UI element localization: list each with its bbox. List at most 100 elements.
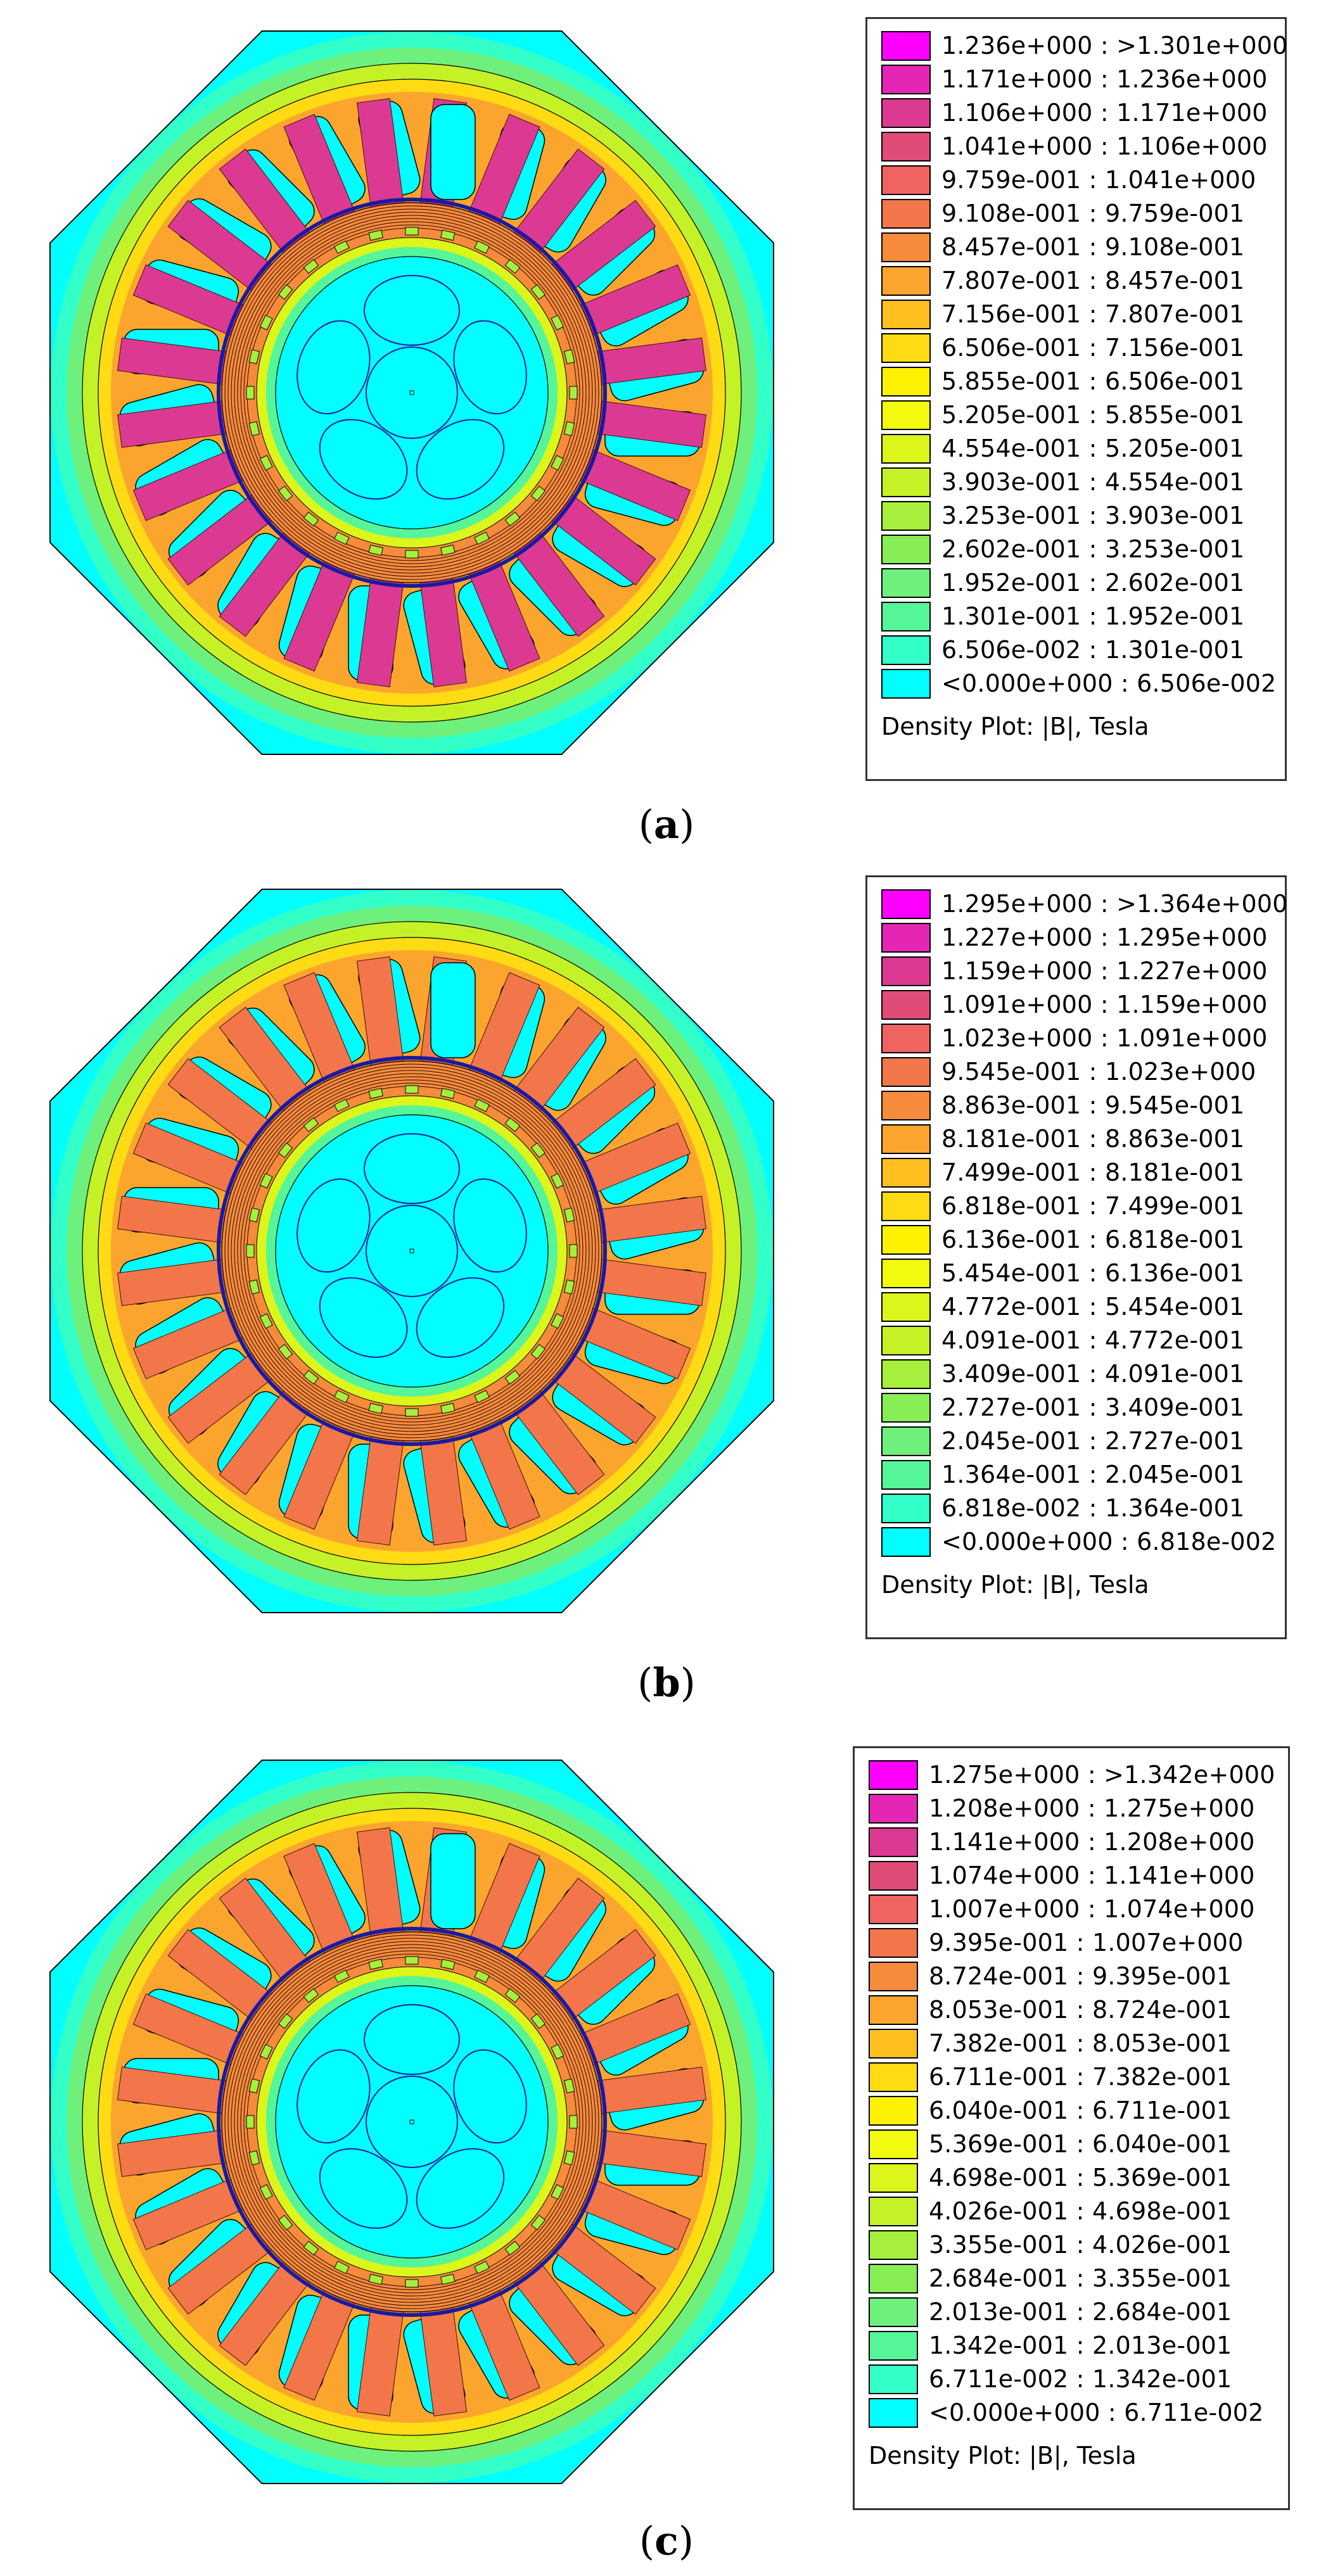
- legend-range-label: 4.698e-001 : 5.369e-001: [929, 2164, 1232, 2192]
- legend-range-label: 1.091e+000 : 1.159e+000: [941, 991, 1268, 1018]
- legend-range-label: 3.409e-001 : 4.091e-001: [941, 1360, 1245, 1388]
- legend-entry: 1.141e+000 : 1.208e+000: [855, 1825, 1288, 1858]
- legend-entry: 5.855e-001 : 6.506e-001: [867, 364, 1285, 398]
- legend-swatch: [881, 635, 931, 665]
- legend-entry: 1.275e+000 : >1.342e+000: [855, 1758, 1288, 1791]
- legend-swatch: [869, 2096, 918, 2126]
- legend-entry: 6.711e-001 : 7.382e-001: [855, 2060, 1288, 2093]
- legend-range-label: 9.395e-001 : 1.007e+000: [929, 1929, 1244, 1957]
- legend-swatch: [869, 2029, 918, 2059]
- legend-range-label: 5.454e-001 : 6.136e-001: [941, 1259, 1245, 1287]
- legend-entry: 1.227e+000 : 1.295e+000: [867, 920, 1285, 954]
- legend-swatch: [881, 1359, 931, 1389]
- legend-range-label: 1.074e+000 : 1.141e+000: [929, 1862, 1255, 1889]
- legend-swatch: [881, 889, 931, 919]
- legend-range-label: <0.000e+000 : 6.818e-002: [941, 1528, 1277, 1556]
- legend-swatch: [881, 199, 931, 229]
- legend-range-label: 1.275e+000 : >1.342e+000: [929, 1761, 1275, 1789]
- legend-range-label: 4.091e-001 : 4.772e-001: [941, 1326, 1245, 1354]
- stator-slot: [430, 104, 476, 200]
- legend-swatch: [881, 1426, 931, 1456]
- legend-swatch: [869, 1894, 918, 1924]
- legend-entry: 7.807e-001 : 8.457e-001: [867, 263, 1285, 297]
- legend-range-label: 5.855e-001 : 6.506e-001: [941, 367, 1245, 395]
- legend-entry: 8.863e-001 : 9.545e-001: [867, 1088, 1285, 1122]
- legend-range-label: 1.227e+000 : 1.295e+000: [941, 923, 1268, 951]
- legend-range-label: 1.106e+000 : 1.171e+000: [941, 99, 1268, 127]
- legend-entry: 8.053e-001 : 8.724e-001: [855, 1993, 1288, 2026]
- field-legend: 1.275e+000 : >1.342e+000 1.208e+000 : 1.2…: [853, 1746, 1290, 2510]
- legend-range-label: 1.007e+000 : 1.074e+000: [929, 1895, 1255, 1923]
- legend-swatch: [881, 923, 931, 953]
- legend-entry: 2.602e-001 : 3.253e-001: [867, 532, 1285, 566]
- field-legend: 1.236e+000 : >1.301e+000 1.171e+000 : 1.2…: [865, 17, 1287, 781]
- legend-swatch: [881, 602, 931, 631]
- legend-range-label: 8.724e-001 : 9.395e-001: [929, 1962, 1232, 1990]
- legend-range-label: 7.156e-001 : 7.807e-001: [941, 300, 1245, 328]
- legend-swatch: [869, 2264, 918, 2294]
- legend-swatch: [881, 501, 931, 531]
- panel-caption: (a): [638, 801, 695, 847]
- legend-swatch: [881, 400, 931, 430]
- legend-entry: 1.106e+000 : 1.171e+000: [867, 96, 1285, 129]
- legend-swatch: [881, 956, 931, 986]
- legend-range-label: 3.355e-001 : 4.026e-001: [929, 2231, 1232, 2259]
- legend-entry: 8.457e-001 : 9.108e-001: [867, 230, 1285, 263]
- legend-range-label: 7.499e-001 : 8.181e-001: [941, 1158, 1245, 1186]
- legend-entry: 1.208e+000 : 1.275e+000: [855, 1791, 1288, 1825]
- legend-swatch: [881, 367, 931, 397]
- legend-range-label: <0.000e+000 : 6.711e-002: [929, 2399, 1264, 2427]
- motor-field-plot: [49, 30, 774, 755]
- legend-entry: 1.301e-001 : 1.952e-001: [867, 599, 1285, 633]
- legend-entry: 2.045e-001 : 2.727e-001: [867, 1424, 1285, 1457]
- legend-entry: 1.159e+000 : 1.227e+000: [867, 954, 1285, 987]
- panel-b: 1.295e+000 : >1.364e+000 1.227e+000 : 1.2…: [0, 858, 1333, 1723]
- legend-swatch: [881, 1091, 931, 1120]
- legend-swatch: [881, 1292, 931, 1322]
- legend-entry: 9.108e-001 : 9.759e-001: [867, 196, 1285, 230]
- legend-entry: 2.684e-001 : 3.355e-001: [855, 2261, 1288, 2295]
- legend-swatch: [881, 434, 931, 464]
- panel-caption: (b): [637, 1659, 696, 1706]
- legend-swatch: [881, 1225, 931, 1255]
- legend-entry: 8.181e-001 : 8.863e-001: [867, 1122, 1285, 1155]
- motor-field-plot: [49, 889, 774, 1613]
- legend-swatch: [881, 65, 931, 94]
- legend-range-label: 2.727e-001 : 3.409e-001: [941, 1393, 1245, 1421]
- legend-range-label: 7.382e-001 : 8.053e-001: [929, 2029, 1232, 2057]
- legend-swatch: [881, 1191, 931, 1221]
- legend-range-label: 6.136e-001 : 6.818e-001: [941, 1226, 1245, 1253]
- legend-range-label: 1.023e+000 : 1.091e+000: [941, 1024, 1268, 1052]
- legend-range-label: 2.602e-001 : 3.253e-001: [941, 535, 1245, 563]
- legend-entry: 9.395e-001 : 1.007e+000: [855, 1926, 1288, 1959]
- legend-entry: 5.454e-001 : 6.136e-001: [867, 1256, 1285, 1290]
- legend-swatch: [881, 232, 931, 262]
- legend-entry: <0.000e+000 : 6.818e-002: [867, 1525, 1285, 1558]
- legend-swatch: [881, 1057, 931, 1087]
- legend-range-label: 1.041e+000 : 1.106e+000: [941, 132, 1268, 160]
- legend-range-label: 1.364e-001 : 2.045e-001: [941, 1461, 1245, 1488]
- legend-entry: <0.000e+000 : 6.711e-002: [855, 2395, 1288, 2429]
- legend-range-label: 5.205e-001 : 5.855e-001: [941, 401, 1245, 429]
- legend-entry: 1.295e+000 : >1.364e+000: [867, 887, 1287, 920]
- legend-entry: 1.236e+000 : >1.301e+000: [867, 29, 1287, 62]
- legend-swatch: [869, 1794, 918, 1824]
- legend-entry: 4.554e-001 : 5.205e-001: [867, 431, 1285, 465]
- legend-entry: 9.759e-001 : 1.041e+000: [867, 163, 1285, 196]
- legend-entry: 1.091e+000 : 1.159e+000: [867, 987, 1285, 1021]
- legend-range-label: 5.369e-001 : 6.040e-001: [929, 2130, 1232, 2158]
- legend-footer: Density Plot: |B|, Tesla: [881, 713, 1149, 740]
- legend-entry: 5.369e-001 : 6.040e-001: [855, 2127, 1288, 2160]
- legend-entry: 6.711e-002 : 1.342e-001: [855, 2362, 1288, 2395]
- panel-c: 1.275e+000 : >1.342e+000 1.208e+000 : 1.2…: [0, 1729, 1333, 2576]
- legend-swatch: [881, 1460, 931, 1490]
- legend-range-label: 6.506e-002 : 1.301e-001: [941, 636, 1245, 664]
- legend-swatch: [869, 1827, 918, 1857]
- legend-range-label: 6.506e-001 : 7.156e-001: [941, 334, 1245, 362]
- legend-entry: 6.818e-002 : 1.364e-001: [867, 1491, 1285, 1525]
- legend-entry: 6.506e-002 : 1.301e-001: [867, 633, 1285, 666]
- legend-entry: 5.205e-001 : 5.855e-001: [867, 398, 1285, 431]
- legend-entry: 1.023e+000 : 1.091e+000: [867, 1021, 1285, 1055]
- legend-swatch: [881, 1494, 931, 1523]
- legend-entry: 4.772e-001 : 5.454e-001: [867, 1290, 1285, 1323]
